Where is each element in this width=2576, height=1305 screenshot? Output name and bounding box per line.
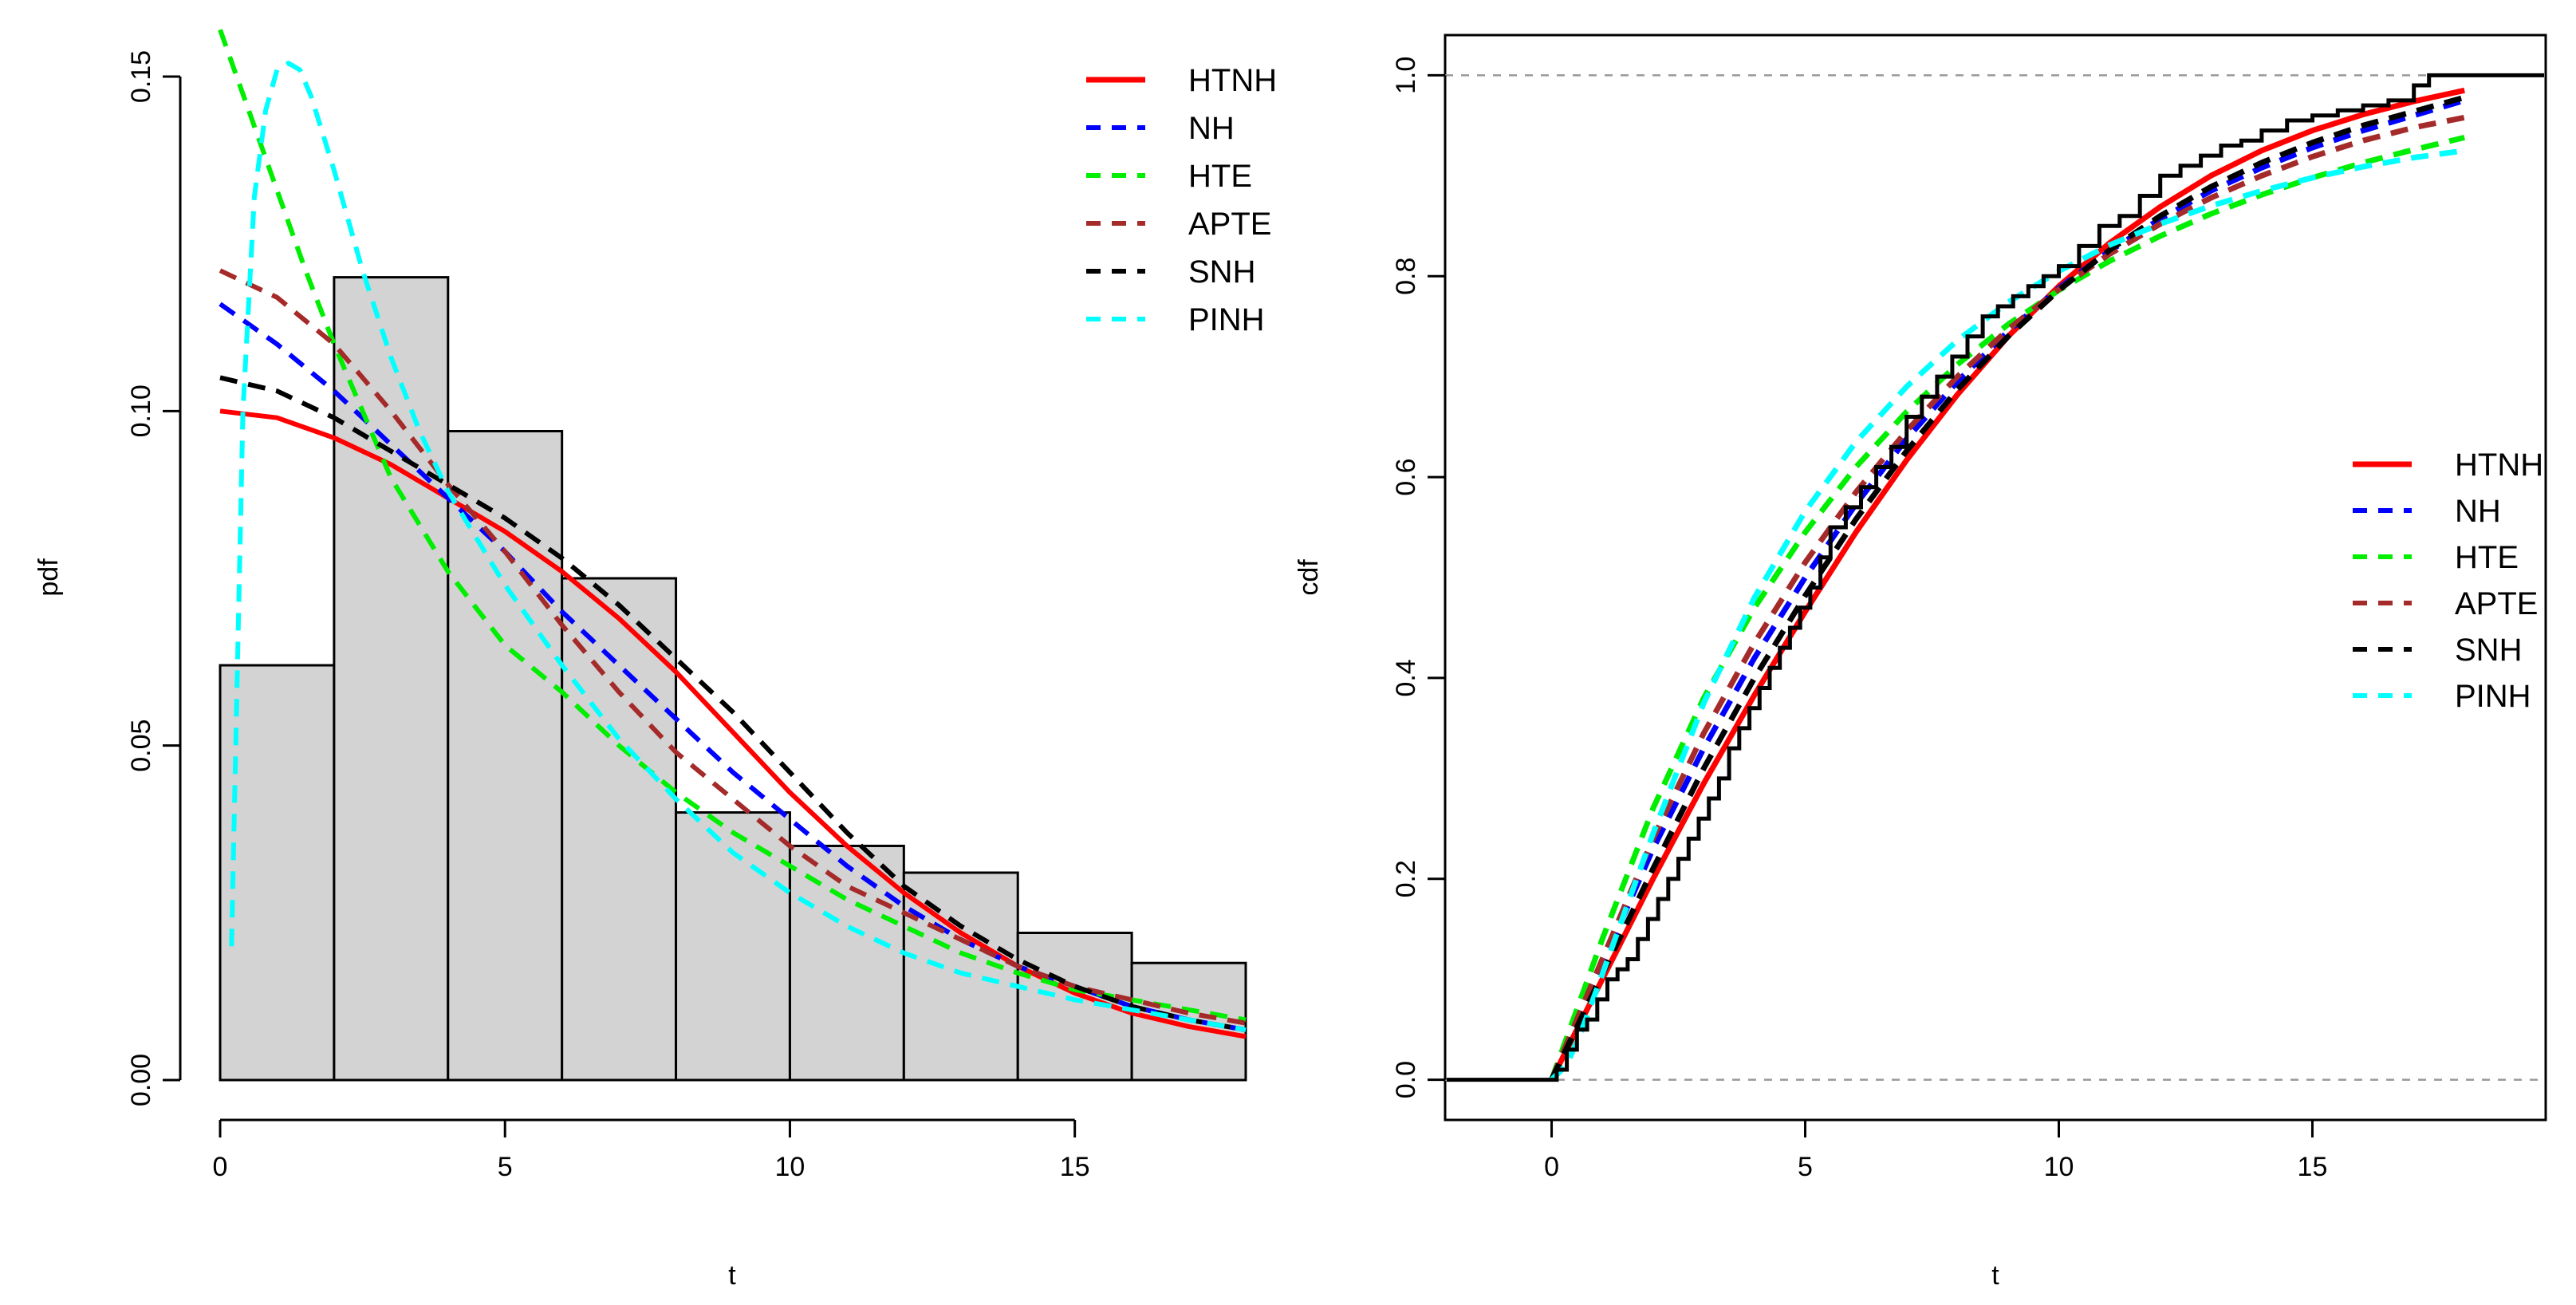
pdf-legend: HTNH NH HTE APTE SNH PINH: [1086, 63, 1277, 337]
pdf-series-apte: [219, 268, 1247, 1026]
pdf-x-tick-label: 10: [775, 1152, 805, 1182]
pdf-legend-label-pinh: PINH: [1188, 302, 1265, 337]
cdf-y-axis-title: cdf: [1294, 559, 1324, 596]
pdf-series-snh: [219, 375, 1247, 1033]
pdf-panel: 0 5 10 15 0.00 0.05 0.10 0.15 t pdf HTNH NH HTE A…: [33, 29, 1277, 1291]
cdf-legend-label-snh: SNH: [2455, 633, 2522, 668]
pdf-x-tick-label: 5: [498, 1152, 513, 1182]
cdf-reference-lines: [1445, 74, 2546, 1081]
pdf-curves: [218, 29, 1247, 1039]
pdf-legend-label-htnh: HTNH: [1188, 63, 1277, 98]
cdf-legend: HTNH NH HTE APTE SNH PINH: [2353, 447, 2543, 714]
pdf-series-htnh: [219, 408, 1247, 1039]
cdf-legend-label-apte: APTE: [2455, 586, 2538, 621]
cdf-legend-label-nh: NH: [2455, 494, 2501, 529]
pdf-x-axis: 0 5 10 15: [213, 1118, 1090, 1182]
cdf-x-axis: 0 5 10 15: [1544, 1118, 2328, 1182]
cdf-panel: 0 5 10 15 0.00.20.40.60.81.0 t cdf HTNHNHHT…: [1294, 34, 2547, 1291]
pdf-histogram-bar: [788, 844, 905, 1082]
cdf-y-tick-label: 0.2: [1391, 860, 1421, 897]
cdf-y-tick-label: 0.4: [1391, 659, 1421, 696]
cdf-x-tick-label: 15: [2298, 1152, 2328, 1182]
pdf-y-tick-label: 0.00: [126, 1054, 156, 1106]
cdf-x-tick-label: 0: [1544, 1152, 1559, 1182]
pdf-histogram-bar: [561, 577, 678, 1082]
pdf-legend-label-apte: APTE: [1188, 207, 1271, 242]
cdf-ecdf-step-line: [1447, 73, 2544, 1082]
cdf-series-nh: [1549, 97, 2466, 1082]
pdf-legend-label-snh: SNH: [1188, 254, 1255, 290]
cdf-y-tick-label: 0.8: [1391, 258, 1421, 295]
cdf-empirical-step: [1447, 73, 2544, 1082]
pdf-legend-label-hte: HTE: [1188, 159, 1252, 194]
cdf-legend-label-hte: HTE: [2455, 540, 2519, 575]
cdf-y-tick-label: 0.0: [1391, 1061, 1421, 1098]
cdf-series-snh: [1549, 94, 2466, 1082]
pdf-y-axis: 0.00 0.05 0.10 0.15: [126, 50, 182, 1106]
cdf-curves: [1549, 87, 2466, 1082]
pdf-y-tick-label: 0.10: [126, 384, 156, 437]
cdf-y-axis: 0.0 0.2 0.4 0.6 0.8 1.0: [1391, 57, 1447, 1098]
pdf-histogram-bar: [219, 664, 336, 1082]
cdf-x-tick-label: 5: [1798, 1152, 1813, 1182]
pdf-histogram-bars: [219, 276, 1247, 1082]
pdf-x-tick-label: 15: [1060, 1152, 1090, 1182]
pdf-x-tick-label: 0: [213, 1152, 228, 1182]
pdf-histogram-bar: [447, 429, 564, 1082]
cdf-legend-label-pinh: PINH: [2455, 679, 2531, 714]
pdf-x-axis-title: t: [728, 1260, 736, 1291]
pdf-legend-label-nh: NH: [1188, 111, 1235, 146]
cdf-series-apte: [1549, 114, 2465, 1081]
pdf-y-axis-title: pdf: [33, 558, 64, 597]
pdf-y-tick-label: 0.05: [126, 720, 156, 772]
pdf-histogram-bar: [675, 811, 791, 1082]
pdf-series-pinh: [229, 61, 1247, 1033]
cdf-legend-label-htnh: HTNH: [2455, 447, 2543, 483]
pdf-histogram-bar: [333, 276, 450, 1082]
cdf-x-axis-title: t: [1991, 1260, 1999, 1291]
cdf-y-tick-label: 1.0: [1391, 57, 1421, 94]
cdf-y-tick-label: 0.6: [1391, 458, 1421, 495]
pdf-y-tick-label: 0.15: [126, 50, 156, 103]
cdf-x-tick-label: 10: [2044, 1152, 2074, 1182]
